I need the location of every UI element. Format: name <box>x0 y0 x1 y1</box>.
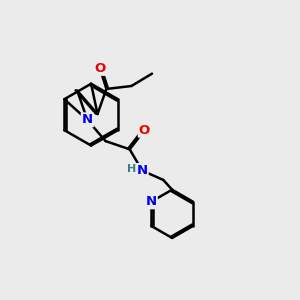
Text: O: O <box>94 62 106 75</box>
Text: N: N <box>82 113 93 126</box>
Text: N: N <box>136 164 148 177</box>
Text: H: H <box>127 164 136 174</box>
Text: O: O <box>139 124 150 137</box>
Text: N: N <box>146 195 157 208</box>
